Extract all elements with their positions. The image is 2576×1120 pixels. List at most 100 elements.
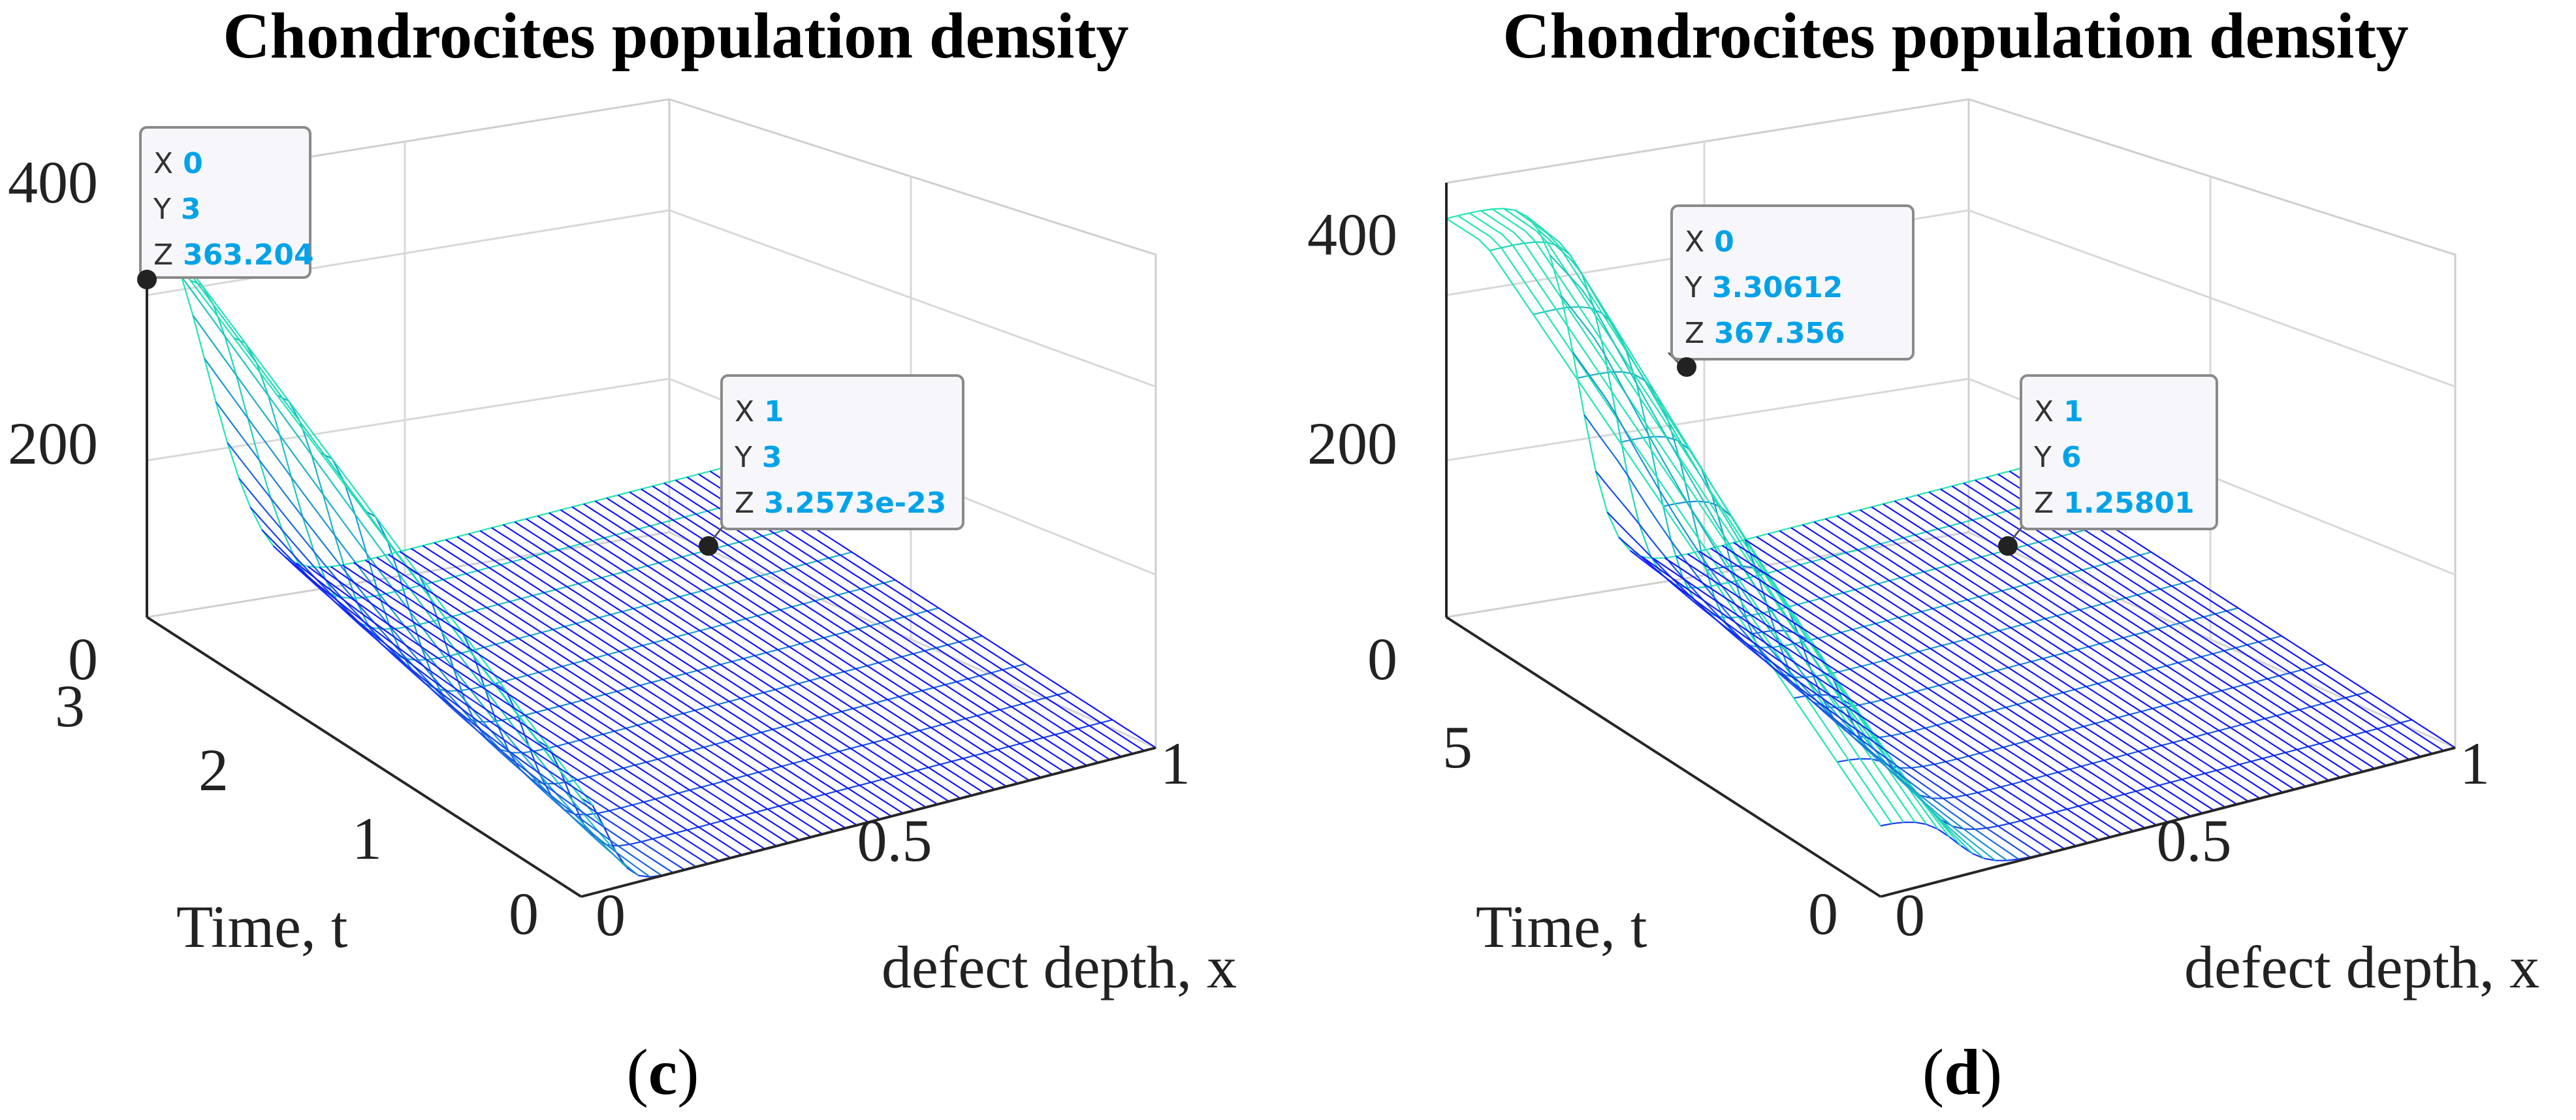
surface-col-line — [1848, 512, 2283, 793]
surface-col-line — [1457, 215, 1893, 824]
surface-col-line — [353, 562, 789, 844]
surface-col-line — [1710, 547, 2146, 829]
svg-text:Y6: Y6 — [2033, 441, 2082, 474]
svg-text:Y3.30612: Y 3.30612 — [1684, 271, 1843, 304]
surface-row-line — [537, 719, 1113, 847]
x-axis-line — [1880, 746, 2456, 898]
surface-col-line — [1561, 295, 1996, 861]
x-tick-label: 0.5 — [2157, 807, 2232, 874]
surface-col-line — [411, 548, 846, 829]
grid-line — [146, 209, 670, 296]
y-tick-label: 2 — [199, 737, 229, 803]
surface-col-line — [1802, 524, 2238, 805]
svg-text:X1: X1 — [2034, 395, 2084, 428]
grid-line — [1968, 209, 2456, 388]
datatip-marker[interactable] — [699, 536, 718, 556]
datatip-marker[interactable] — [1998, 536, 2018, 556]
z-tick-label: 0 — [68, 626, 98, 692]
x-tick-label: 0.5 — [857, 807, 932, 874]
svg-text:Y3: Y3 — [153, 193, 201, 226]
surface-col-line — [456, 536, 892, 817]
surface-col-line — [583, 503, 1019, 784]
surface-col-line — [1653, 558, 2088, 844]
surface-col-line — [296, 562, 731, 859]
svg-text:Z3.2573e-23: Z 3.2573e-23 — [735, 487, 946, 520]
x-axis-label: defect depth, x — [2184, 934, 2539, 1000]
z-tick-label: 0 — [1367, 626, 1397, 692]
surface-col-line — [1503, 208, 1939, 830]
surface-col-line — [537, 515, 972, 796]
surface-col-line — [1871, 506, 2306, 788]
x-tick-label: 0 — [596, 882, 626, 948]
surface-col-line — [227, 442, 662, 876]
panel-c: Chondrocites population density 400 200 … — [8, 0, 1237, 1108]
surface-col-line — [1641, 556, 2076, 847]
x-tick-label: 0 — [1895, 882, 1925, 948]
datatip-marker[interactable] — [137, 270, 157, 289]
surface-col-line — [307, 566, 742, 856]
surface-col-line — [1883, 503, 2318, 784]
y-tick-label: 5 — [1442, 714, 1472, 780]
surface-col-line — [1618, 536, 2054, 853]
surface-col-line — [284, 556, 720, 862]
x-tick-label: 1 — [1160, 730, 1190, 797]
surface-col-line — [1779, 530, 2214, 811]
y-axis-label: Time, t — [176, 893, 348, 960]
surface-col-line — [479, 530, 915, 811]
surface-col-line — [1733, 541, 2169, 823]
grid-line — [1968, 531, 2456, 749]
svg-text:X0: X0 — [153, 147, 203, 180]
surface-col-line — [376, 556, 812, 838]
grid-line — [1446, 377, 1969, 462]
surface-col-line — [1491, 208, 1928, 825]
datatip-marker[interactable] — [1677, 357, 1696, 377]
surface-col-line — [169, 246, 605, 828]
surface-col-line — [560, 509, 996, 790]
z-tick-label: 400 — [1307, 201, 1397, 268]
chart-title: Chondrocites population density — [1503, 0, 2408, 72]
surface-col-line — [641, 488, 1076, 769]
panel-caption: (d) — [1922, 1036, 2002, 1108]
svg-text:X0: X0 — [1685, 225, 1734, 259]
x-axis-line — [580, 746, 1156, 898]
surface-col-line — [215, 401, 651, 878]
surface-col-line — [422, 545, 857, 826]
surface-col-line — [157, 227, 594, 806]
surface-col-line — [388, 554, 823, 835]
surface-col-line — [1698, 551, 2134, 832]
surface-col-line — [249, 506, 685, 871]
axes — [146, 183, 1156, 898]
surface-col-line — [549, 512, 984, 793]
surface-col-line — [1721, 545, 2157, 826]
x-tick-label: 1 — [2460, 730, 2490, 797]
grid-line — [669, 531, 1156, 749]
surface-col-line — [1860, 509, 2295, 790]
surface-col-line — [618, 494, 1053, 775]
surface-col-line — [491, 527, 927, 808]
surface-col-line — [1664, 557, 2099, 841]
surface-col-line — [180, 276, 616, 852]
surface-col-line — [342, 564, 777, 847]
surface-col-line — [1790, 527, 2226, 808]
svg-text:X1: X1 — [735, 395, 784, 428]
y-tick-label: 3 — [55, 673, 85, 739]
z-tick-label: 200 — [8, 410, 98, 477]
y-axis-line — [146, 616, 582, 898]
surface-col-line — [606, 497, 1042, 778]
surface-col-line — [445, 539, 881, 820]
surface-col-line — [468, 533, 904, 814]
y-axis-line — [1445, 616, 1882, 898]
grid-line — [146, 377, 670, 462]
y-tick-label: 0 — [509, 880, 539, 947]
surface-col-line — [1836, 515, 2272, 796]
surface-col-line — [1480, 210, 1916, 823]
surface-col-line — [1894, 500, 2329, 782]
surface-col-line — [1951, 485, 2387, 767]
z-tick-label: 200 — [1307, 410, 1397, 477]
